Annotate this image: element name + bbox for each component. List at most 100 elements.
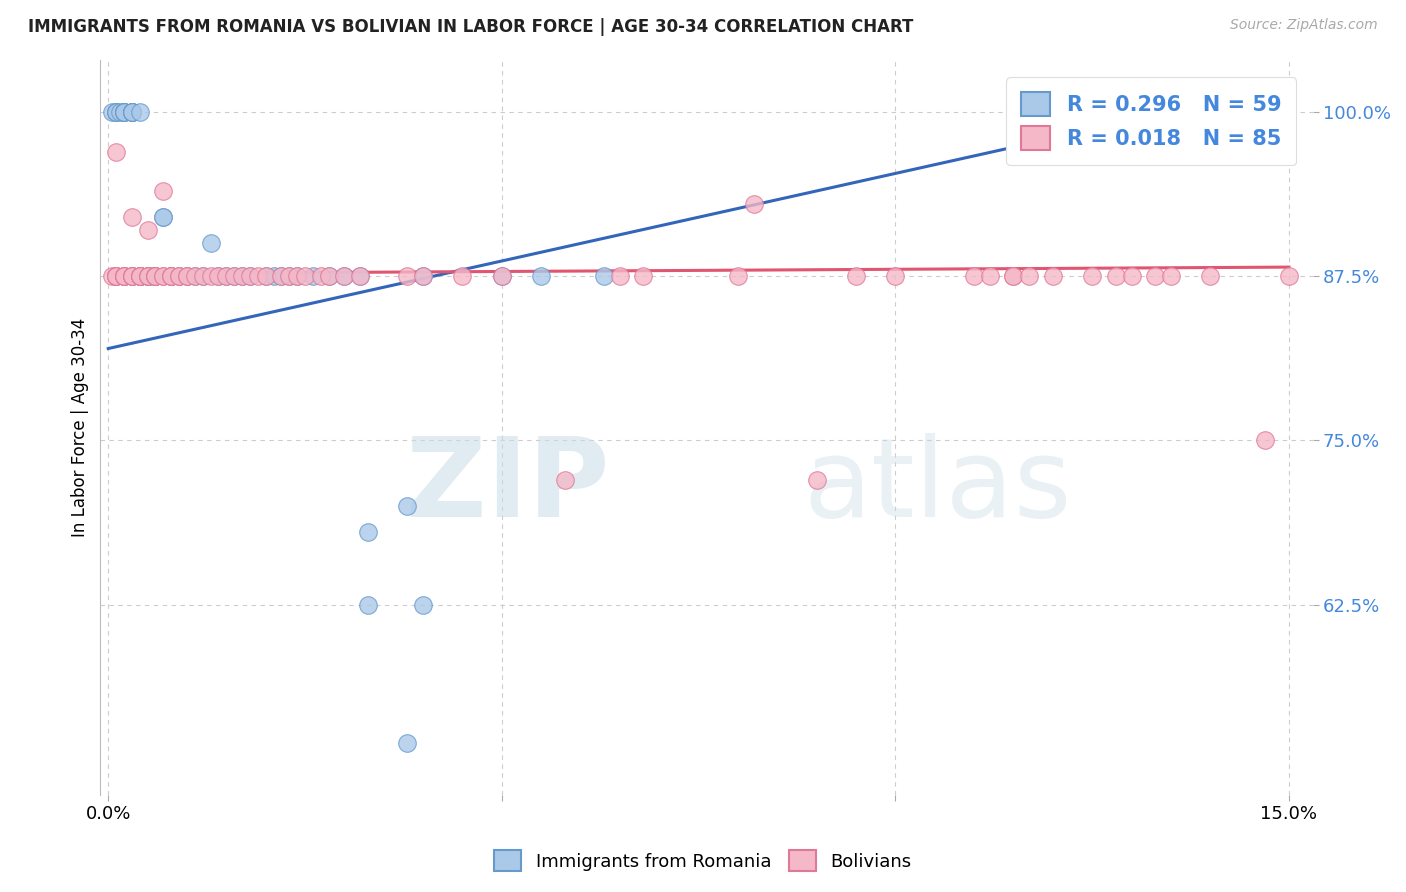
Point: [224, 269, 246, 284]
Point: [845, 269, 868, 284]
Point: [349, 269, 371, 284]
Point: [207, 269, 229, 284]
Point: [302, 269, 325, 284]
Point: [318, 269, 340, 284]
Point: [105, 269, 128, 284]
Point: [1105, 269, 1128, 284]
Point: [246, 269, 269, 284]
Point: [121, 269, 143, 284]
Point: [396, 499, 419, 513]
Point: [963, 269, 986, 284]
Point: [309, 269, 332, 284]
Point: [112, 105, 135, 120]
Point: [294, 269, 316, 284]
Point: [609, 269, 631, 284]
Point: [530, 269, 553, 284]
Point: [121, 269, 143, 284]
Point: [145, 269, 167, 284]
Point: [333, 269, 356, 284]
Point: [191, 269, 214, 284]
Point: [357, 598, 380, 612]
Point: [593, 269, 616, 284]
Point: [160, 269, 183, 284]
Point: [231, 269, 253, 284]
Point: [1002, 269, 1025, 284]
Point: [1254, 434, 1277, 448]
Point: [136, 269, 159, 284]
Point: [152, 269, 174, 284]
Point: [254, 269, 277, 284]
Point: [451, 269, 474, 284]
Point: [396, 735, 419, 749]
Point: [167, 269, 190, 284]
Point: [121, 105, 143, 120]
Point: [1042, 269, 1064, 284]
Point: [412, 269, 434, 284]
Point: [128, 269, 150, 284]
Point: [412, 598, 434, 612]
Point: [263, 269, 285, 284]
Point: [239, 269, 262, 284]
Point: [806, 473, 828, 487]
Point: [491, 269, 513, 284]
Point: [145, 269, 167, 284]
Point: [112, 269, 135, 284]
Point: [176, 269, 198, 284]
Point: [128, 269, 150, 284]
Text: Source: ZipAtlas.com: Source: ZipAtlas.com: [1230, 18, 1378, 32]
Text: IMMIGRANTS FROM ROMANIA VS BOLIVIAN IN LABOR FORCE | AGE 30-34 CORRELATION CHART: IMMIGRANTS FROM ROMANIA VS BOLIVIAN IN L…: [28, 18, 914, 36]
Point: [1278, 269, 1301, 284]
Point: [979, 269, 1001, 284]
Point: [128, 269, 150, 284]
Point: [108, 105, 131, 120]
Point: [152, 210, 174, 224]
Point: [121, 269, 143, 284]
Point: [1121, 269, 1143, 284]
Point: [1105, 105, 1128, 120]
Point: [184, 269, 207, 284]
Point: [554, 473, 576, 487]
Point: [145, 269, 167, 284]
Point: [200, 269, 222, 284]
Point: [254, 269, 277, 284]
Point: [1081, 269, 1104, 284]
Point: [396, 269, 419, 284]
Point: [270, 269, 292, 284]
Point: [333, 269, 356, 284]
Point: [136, 269, 159, 284]
Point: [128, 269, 150, 284]
Point: [1199, 269, 1222, 284]
Point: [128, 269, 150, 284]
Point: [1018, 269, 1040, 284]
Point: [112, 105, 135, 120]
Point: [176, 269, 198, 284]
Point: [239, 269, 262, 284]
Point: [152, 269, 174, 284]
Point: [105, 105, 128, 120]
Point: [128, 269, 150, 284]
Point: [270, 269, 292, 284]
Point: [128, 105, 150, 120]
Point: [1160, 269, 1182, 284]
Point: [121, 105, 143, 120]
Point: [128, 269, 150, 284]
Point: [105, 269, 128, 284]
Point: [136, 269, 159, 284]
Point: [1144, 269, 1167, 284]
Point: [742, 197, 765, 211]
Point: [160, 269, 183, 284]
Point: [357, 525, 380, 540]
Point: [136, 269, 159, 284]
Point: [121, 210, 143, 224]
Point: [136, 269, 159, 284]
Point: [112, 105, 135, 120]
Point: [167, 269, 190, 284]
Point: [412, 269, 434, 284]
Point: [278, 269, 301, 284]
Legend: Immigrants from Romania, Bolivians: Immigrants from Romania, Bolivians: [486, 843, 920, 879]
Point: [112, 105, 135, 120]
Point: [207, 269, 229, 284]
Point: [145, 269, 167, 284]
Point: [285, 269, 308, 284]
Point: [224, 269, 246, 284]
